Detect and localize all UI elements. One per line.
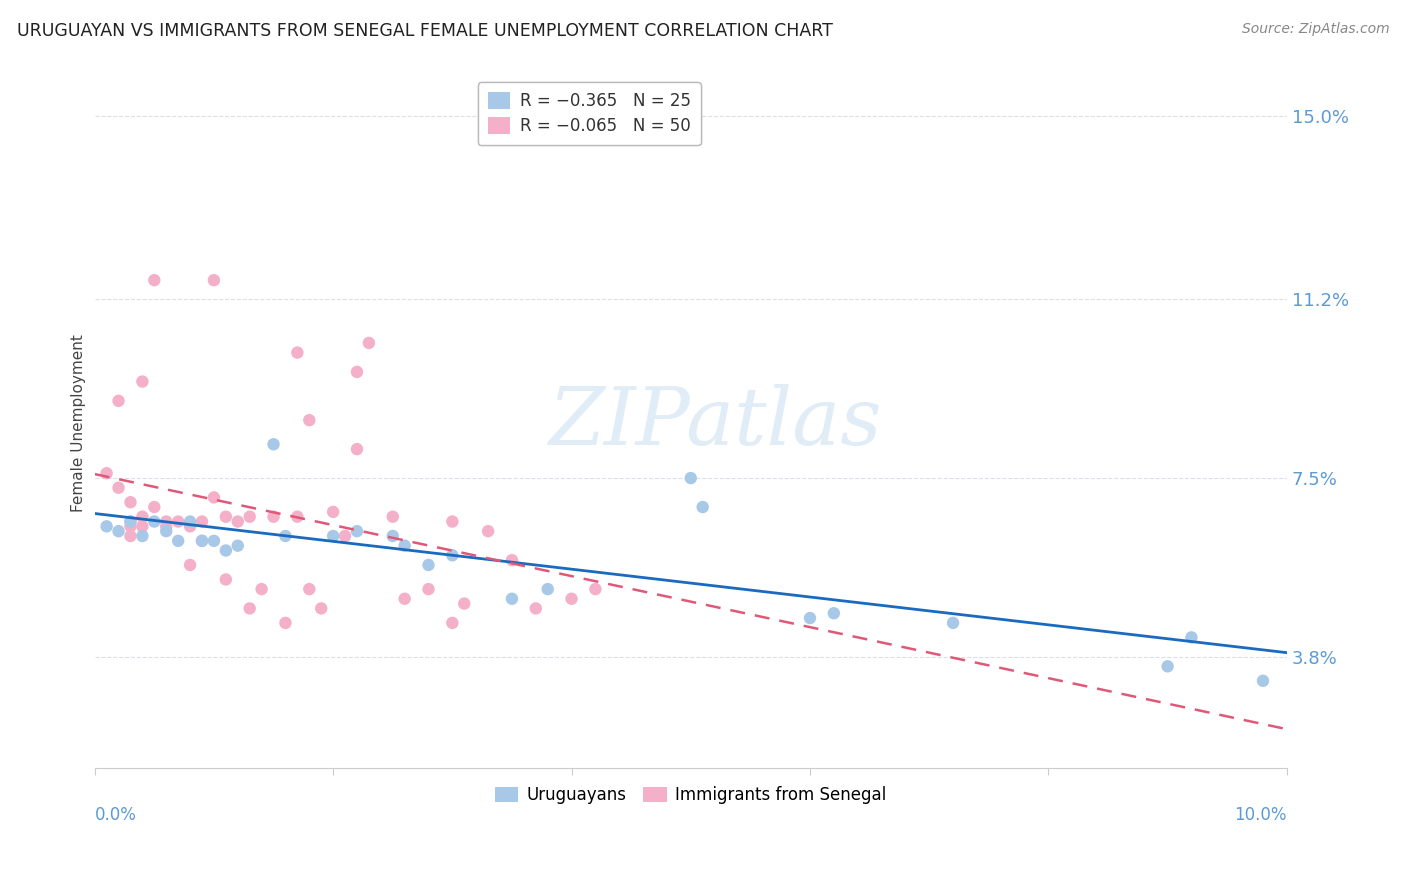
Point: [191, 533, 214, 548]
Point: [107, 393, 129, 408]
Point: [583, 582, 606, 596]
Point: [298, 582, 321, 596]
Point: [287, 509, 309, 524]
Point: [131, 509, 153, 524]
Point: [107, 524, 129, 538]
Point: [191, 533, 214, 548]
Point: [263, 437, 285, 451]
Point: [679, 471, 702, 485]
Point: [501, 591, 523, 606]
Point: [215, 509, 238, 524]
Text: ZIPatlas: ZIPatlas: [548, 384, 882, 461]
Point: [322, 529, 344, 543]
Point: [226, 515, 249, 529]
Point: [524, 601, 547, 615]
Point: [120, 515, 142, 529]
Point: [96, 519, 118, 533]
Point: [179, 515, 201, 529]
Point: [346, 524, 368, 538]
Point: [692, 500, 714, 514]
Point: [167, 533, 190, 548]
Point: [107, 481, 129, 495]
Legend: R = −0.365   N = 25, R = −0.065   N = 50: R = −0.365 N = 25, R = −0.065 N = 50: [478, 82, 700, 145]
Point: [381, 529, 404, 543]
Point: [263, 509, 285, 524]
Point: [309, 601, 332, 615]
Point: [1251, 673, 1274, 688]
Point: [143, 515, 166, 529]
Point: [287, 345, 309, 359]
Y-axis label: Female Unemployment: Female Unemployment: [72, 334, 86, 511]
Point: [477, 524, 499, 538]
Point: [179, 519, 201, 533]
Point: [226, 539, 249, 553]
Point: [298, 413, 321, 427]
Point: [179, 558, 201, 572]
Point: [155, 515, 177, 529]
Point: [143, 273, 166, 287]
Point: [202, 491, 225, 505]
Point: [394, 539, 416, 553]
Point: [823, 606, 845, 620]
Text: 0.0%: 0.0%: [94, 805, 136, 823]
Point: [239, 509, 262, 524]
Point: [394, 591, 416, 606]
Point: [942, 615, 965, 630]
Point: [215, 543, 238, 558]
Point: [453, 597, 475, 611]
Point: [501, 553, 523, 567]
Point: [1180, 631, 1202, 645]
Point: [131, 375, 153, 389]
Point: [381, 509, 404, 524]
Point: [239, 601, 262, 615]
Point: [250, 582, 273, 596]
Text: URUGUAYAN VS IMMIGRANTS FROM SENEGAL FEMALE UNEMPLOYMENT CORRELATION CHART: URUGUAYAN VS IMMIGRANTS FROM SENEGAL FEM…: [17, 22, 832, 40]
Point: [441, 515, 464, 529]
Point: [357, 335, 380, 350]
Point: [799, 611, 821, 625]
Point: [441, 615, 464, 630]
Point: [120, 515, 142, 529]
Point: [333, 529, 356, 543]
Point: [202, 533, 225, 548]
Point: [346, 365, 368, 379]
Point: [537, 582, 560, 596]
Point: [120, 529, 142, 543]
Point: [167, 515, 190, 529]
Point: [120, 519, 142, 533]
Point: [418, 582, 440, 596]
Point: [202, 273, 225, 287]
Point: [131, 519, 153, 533]
Point: [274, 529, 297, 543]
Point: [561, 591, 583, 606]
Point: [96, 467, 118, 481]
Point: [274, 615, 297, 630]
Point: [418, 558, 440, 572]
Point: [346, 442, 368, 456]
Point: [191, 515, 214, 529]
Point: [131, 529, 153, 543]
Point: [441, 549, 464, 563]
Text: Source: ZipAtlas.com: Source: ZipAtlas.com: [1241, 22, 1389, 37]
Text: 10.0%: 10.0%: [1234, 805, 1286, 823]
Point: [155, 524, 177, 538]
Point: [1156, 659, 1178, 673]
Point: [143, 500, 166, 514]
Point: [155, 519, 177, 533]
Point: [120, 495, 142, 509]
Point: [215, 573, 238, 587]
Point: [322, 505, 344, 519]
